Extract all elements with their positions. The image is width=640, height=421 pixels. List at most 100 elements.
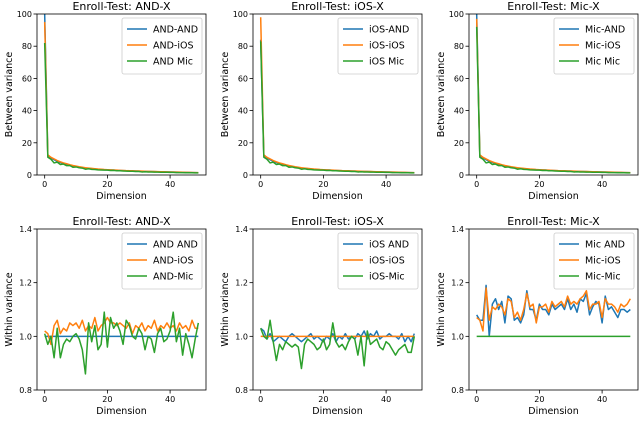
subplot: Enroll-Test: iOS-X 0 20 40 0 20 40 60 80 100 Dimen… [220,0,423,202]
legend: iOS AND iOS-iOS iOS-Mic [337,232,419,290]
series-line-ios-and [260,327,416,343]
legend-entry: AND AND [153,240,198,251]
y-tick-label: 1.2 [451,279,464,288]
plot-area [43,14,199,174]
y-tick-label: 60 [454,74,464,83]
subplot-title: Enroll-Test: AND-X [72,215,171,228]
legend-entry: Mic-iOS [585,256,621,267]
y-tick-label: 40 [454,107,464,116]
x-tick-label: 40 [165,180,175,189]
x-tick-label: 0 [258,395,263,404]
legend-box [553,232,635,290]
y-tick-label: 1.0 [235,332,248,341]
x-tick-label: 20 [318,180,328,189]
x-tick-label: 20 [534,395,544,404]
legend-box [337,17,419,75]
axes-frame [252,228,423,391]
y-tick-label: 20 [22,139,32,148]
subplot-title: Enroll-Test: iOS-X [291,215,384,228]
y-tick-label: 0.8 [451,386,464,395]
x-tick-label: 0 [474,395,479,404]
x-axis-label: Dimension [528,191,579,202]
legend: Mic-AND Mic-iOS Mic Mic [553,17,635,75]
series-line-and-mic [43,42,199,174]
subplot: Enroll-Test: AND-X 0 20 40 0 20 40 60 80 100 Dimen… [4,0,207,202]
subplot: Enroll-Test: AND-X 0 20 40 0.8 1.0 1.2 1.4 Dimen… [4,215,207,417]
legend-entry: Mic Mic [585,57,620,68]
axes-frame [252,13,423,176]
y-tick-label: 80 [238,42,248,51]
y-tick-label: 0 [243,171,248,180]
x-tick-label: 40 [597,395,607,404]
subplot: Enroll-Test: iOS-X 0 20 40 0.8 1.0 1.2 1.4 Dimen… [220,215,423,417]
y-tick-label: 0 [27,171,32,180]
legend-entry: AND-iOS [153,256,194,267]
y-tick-label: 60 [238,74,248,83]
y-tick-label: 0.8 [235,386,248,395]
legend: Mic AND Mic-iOS Mic-Mic [553,232,635,290]
series-line-mic-ios [476,287,631,332]
legend-entry: Mic-Mic [585,272,621,283]
axes-frame [468,13,639,176]
x-axis-label: Dimension [96,191,147,202]
x-axis-label: Dimension [96,406,147,417]
y-tick-label: 1.4 [235,225,248,234]
plot-area [259,17,415,174]
legend-entry: Mic AND [585,240,625,251]
y-tick-label: 0 [459,171,464,180]
legend-entry: iOS AND [369,240,409,251]
x-tick-label: 0 [42,180,47,189]
y-tick-label: 1.2 [19,279,32,288]
series-line-and-mic [43,311,200,375]
y-tick-label: 80 [22,42,32,51]
y-tick-label: 1.4 [451,225,464,234]
series-line-mic-and [476,284,631,338]
y-tick-label: 100 [17,10,32,19]
x-tick-label: 20 [102,395,112,404]
legend-entry: AND-AND [153,25,198,36]
y-tick-label: 100 [233,10,248,19]
subplot-title: Enroll-Test: iOS-X [291,0,384,13]
x-axis-label: Dimension [312,406,363,417]
axes-frame [36,13,207,176]
x-tick-label: 40 [381,180,391,189]
plot-area [259,319,416,370]
x-tick-label: 40 [381,395,391,404]
y-tick-label: 20 [238,139,248,148]
x-tick-label: 0 [474,180,479,189]
y-axis-label: Within variance [4,272,15,346]
plot-area [43,311,200,375]
y-tick-label: 80 [454,42,464,51]
x-axis-label: Dimension [528,406,579,417]
x-tick-label: 20 [534,180,544,189]
y-axis-label: Within variance [220,272,231,346]
legend-entry: iOS-iOS [369,256,405,267]
legend-entry: Mic-AND [585,25,625,36]
y-axis-label: Between variance [220,52,231,138]
y-tick-label: 1.4 [19,225,32,234]
subplot-title: Enroll-Test: Mic-X [507,215,600,228]
axes-frame [468,228,639,391]
y-tick-label: 40 [22,107,32,116]
x-tick-label: 40 [597,180,607,189]
y-axis-label: Within variance [436,272,447,346]
subplot-title: Enroll-Test: Mic-X [507,0,600,13]
x-axis-label: Dimension [312,191,363,202]
legend-entry: AND-iOS [153,41,194,52]
y-tick-label: 0.8 [19,386,32,395]
y-axis-label: Between variance [4,52,15,138]
x-tick-label: 0 [258,180,263,189]
legend-entry: AND-Mic [153,272,193,283]
y-axis-label: Between variance [436,52,447,138]
series-line-ios-mic [259,41,415,174]
x-tick-label: 20 [318,395,328,404]
legend: AND AND AND-iOS AND-Mic [121,232,203,290]
legend-entry: iOS Mic [369,57,404,68]
plot-area [475,14,631,174]
legend: AND-AND AND-iOS AND Mic [121,17,203,75]
subplot-title: Enroll-Test: AND-X [72,0,171,13]
y-tick-label: 1.0 [19,332,32,341]
plot-area [476,284,631,338]
subplot: Enroll-Test: Mic-X 0 20 40 0 20 40 60 80 100 Dimen… [436,0,639,202]
